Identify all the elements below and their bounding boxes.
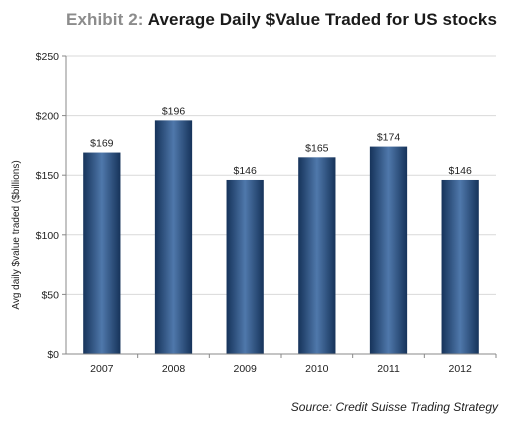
y-tick-label: $200 <box>36 111 60 123</box>
data-label-2009: $146 <box>233 165 257 177</box>
chart-title: Exhibit 2: Average Daily $Value Traded f… <box>66 10 497 30</box>
x-tick-label-2010: 2010 <box>305 363 329 375</box>
y-tick-label: $50 <box>41 289 59 301</box>
data-label-2012: $146 <box>448 165 472 177</box>
x-tick-label-2007: 2007 <box>90 363 114 375</box>
x-tick-label-2008: 2008 <box>162 363 186 375</box>
x-tick-label-2009: 2009 <box>233 363 257 375</box>
data-label-2007: $169 <box>90 138 114 150</box>
data-label-2011: $174 <box>377 132 401 144</box>
bar-2007 <box>83 152 121 354</box>
y-tick-label: $150 <box>36 170 60 182</box>
source-note: Source: Credit Suisse Trading Strategy <box>290 400 498 414</box>
y-tick-label: $0 <box>47 349 59 361</box>
bar-2011 <box>369 146 408 354</box>
title-main: Average Daily $Value Traded for US stock… <box>147 10 498 29</box>
bars <box>83 120 479 354</box>
bar-2008 <box>154 120 193 354</box>
data-label-2008: $196 <box>162 105 186 117</box>
bar-2009 <box>226 179 264 354</box>
y-tick-label: $100 <box>36 230 60 242</box>
x-tick-label-2012: 2012 <box>448 363 472 375</box>
data-label-2010: $165 <box>305 142 329 154</box>
y-tick-label: $250 <box>36 51 60 63</box>
title-prefix: Exhibit 2: <box>66 10 144 29</box>
labels: $0 $50 $100 $150 $200 $250 $169 2007 $196 2008 $14… <box>36 51 472 375</box>
bar-chart: $0 $50 $100 $150 $200 $250 $169 2007 $196 2008 $14… <box>11 51 497 375</box>
grid-lines <box>66 55 496 295</box>
bar-2010 <box>298 157 336 354</box>
x-tick-label-2011: 2011 <box>377 363 400 375</box>
y-axis-label: Avg daily $value traded ($billions) <box>11 160 22 309</box>
axes <box>62 55 497 358</box>
bar-2012 <box>441 179 479 354</box>
